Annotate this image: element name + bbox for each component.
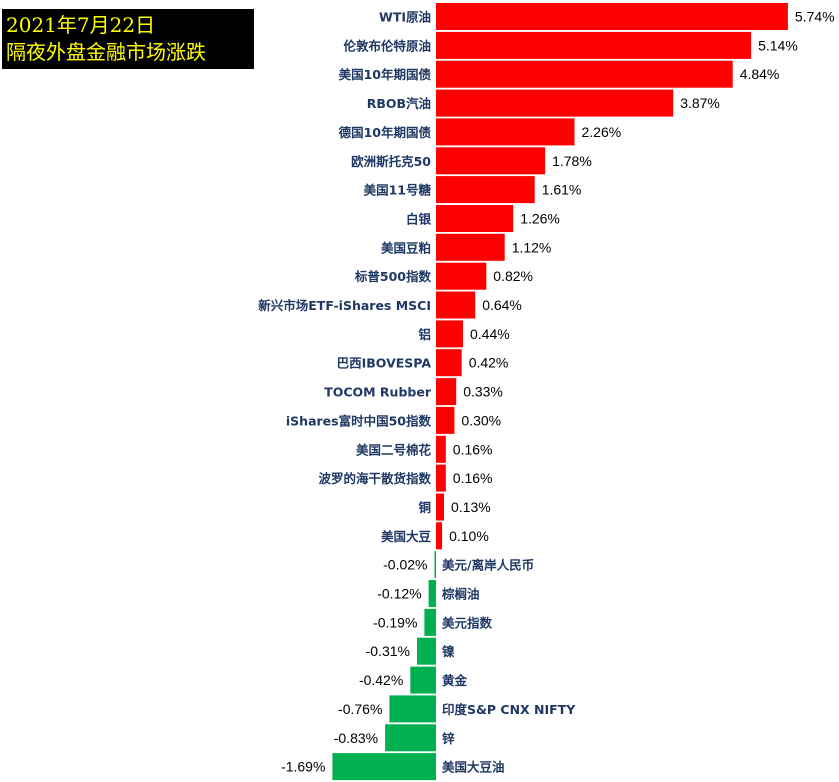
category-label-10: 新兴市场ETF-iShares MSCI [258,298,431,313]
value-label-0: 5.74% [795,9,835,25]
category-label-2: 美国10年期国债 [339,67,432,82]
category-label-17: 铜 [418,500,431,515]
value-label-3: 3.87% [680,95,720,111]
bar-21 [424,608,436,636]
bar-5 [436,147,546,175]
bar-14 [436,406,455,434]
bar-2 [436,60,733,88]
value-label-19: -0.02% [383,557,427,573]
bar-11 [436,320,463,348]
bar-26 [332,753,436,781]
bar-8 [436,233,505,261]
value-label-17: 0.13% [451,499,491,515]
bar-23 [410,666,436,694]
value-label-15: 0.16% [453,441,493,457]
title-box: 2021年7月22日 隔夜外盘金融市场涨跌 [2,9,254,69]
category-label-6: 美国11号糖 [364,183,432,198]
category-label-3: RBOB汽油 [367,96,431,111]
category-label-4: 德国10年期国债 [339,125,432,140]
value-label-21: -0.19% [373,614,417,630]
category-label-13: TOCOM Rubber [324,385,432,400]
bar-1 [436,31,752,59]
bar-6 [436,176,535,204]
bar-18 [436,522,443,550]
bar-9 [436,262,487,290]
category-label-1: 伦敦布伦特原油 [343,38,431,53]
value-label-9: 0.82% [493,268,533,284]
value-label-23: -0.42% [359,672,403,688]
value-label-10: 0.64% [482,297,522,313]
bar-20 [428,580,436,607]
bar-19 [434,551,436,579]
category-label-5: 欧洲斯托克50 [351,154,431,169]
category-label-18: 美国大豆 [381,529,432,544]
bar-25 [385,724,436,752]
value-label-14: 0.30% [461,412,501,428]
category-label-15: 美国二号棉花 [356,442,432,457]
category-label-25: 锌 [442,731,455,746]
category-label-9: 标普500指数 [354,269,432,284]
category-label-14: iShares富时中国50指数 [286,413,432,428]
category-label-24: 印度S&P CNX NIFTY [442,702,576,717]
bar-0 [436,3,788,30]
category-label-7: 白银 [406,212,432,227]
category-label-8: 美国豆粕 [381,240,431,255]
category-label-19: 美元/离岸人民币 [442,558,534,573]
value-label-4: 2.26% [582,124,622,140]
bar-3 [436,89,674,117]
category-label-22: 镍 [442,644,455,659]
bar-24 [389,695,436,723]
title-text: 隔夜外盘金融市场涨跌 [6,40,206,64]
category-label-26: 美国大豆油 [442,760,505,775]
value-label-24: -0.76% [338,701,382,717]
category-label-12: 巴西IBOVESPA [337,356,432,371]
bar-15 [436,435,446,463]
value-label-13: 0.33% [463,384,503,400]
category-label-21: 美元指数 [442,615,493,630]
bar-17 [436,493,444,521]
value-label-2: 4.84% [740,66,780,82]
value-label-5: 1.78% [552,153,592,169]
value-label-1: 5.14% [758,37,798,53]
value-label-16: 0.16% [453,470,493,486]
value-label-20: -0.12% [377,586,421,602]
value-label-25: -0.83% [334,730,378,746]
bar-10 [436,291,476,319]
bar-16 [436,464,446,492]
value-label-26: -1.69% [281,759,325,775]
bar-4 [436,118,575,146]
bar-12 [436,349,462,377]
value-label-11: 0.44% [470,326,510,342]
category-label-16: 波罗的海干散货指数 [318,471,431,486]
value-label-18: 0.10% [449,528,489,544]
bar-7 [436,205,514,232]
value-label-7: 1.26% [520,211,560,227]
category-label-23: 黄金 [442,673,468,688]
value-label-8: 1.12% [512,239,552,255]
bar-22 [417,637,436,665]
bar-13 [436,378,457,406]
title-date: 2021年7月22日 [6,13,156,37]
value-label-22: -0.31% [366,643,410,659]
category-label-0: WTI原油 [379,10,431,25]
category-label-20: 棕榈油 [441,587,480,602]
value-label-6: 1.61% [542,182,582,198]
category-label-11: 铝 [418,327,431,342]
value-label-12: 0.42% [469,355,509,371]
